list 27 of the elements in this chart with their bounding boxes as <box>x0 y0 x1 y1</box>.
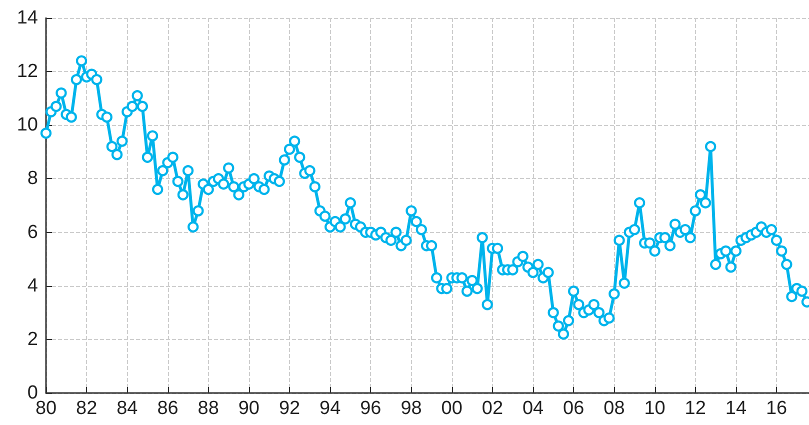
y-tick-label: 4 <box>27 275 38 296</box>
x-tick-label: 10 <box>644 398 666 419</box>
x-tick-label: 92 <box>278 398 300 419</box>
x-tick-label: 94 <box>320 398 342 419</box>
y-tick-label: 0 <box>27 382 38 404</box>
x-tick-label: 08 <box>604 398 625 419</box>
x-tick-label: 00 <box>441 398 462 419</box>
y-tick-label: 6 <box>27 222 38 243</box>
y-tick-label: 2 <box>27 328 38 350</box>
x-tick-label: 06 <box>563 398 584 419</box>
x-tick-label: 86 <box>157 398 178 419</box>
x-tick-label: 96 <box>360 398 382 419</box>
x-tick-label: 82 <box>76 398 98 419</box>
x-tick-label: 02 <box>482 398 504 419</box>
y-tick-label: 14 <box>16 8 38 28</box>
x-tick-label: 80 <box>35 398 57 419</box>
y-tick-label: 10 <box>16 114 38 136</box>
y-tick-label: 12 <box>16 61 38 82</box>
x-tick-label: 84 <box>116 398 138 419</box>
x-tick-label: 14 <box>725 398 747 419</box>
x-tick-label: 16 <box>766 398 788 419</box>
x-tick-label: 90 <box>238 398 260 419</box>
x-tick-label: 04 <box>522 398 544 419</box>
x-tick-label: 88 <box>198 398 219 419</box>
x-tick-label: 98 <box>400 398 422 419</box>
x-tick-label: 12 <box>684 398 706 419</box>
y-tick-label: 8 <box>27 168 38 190</box>
